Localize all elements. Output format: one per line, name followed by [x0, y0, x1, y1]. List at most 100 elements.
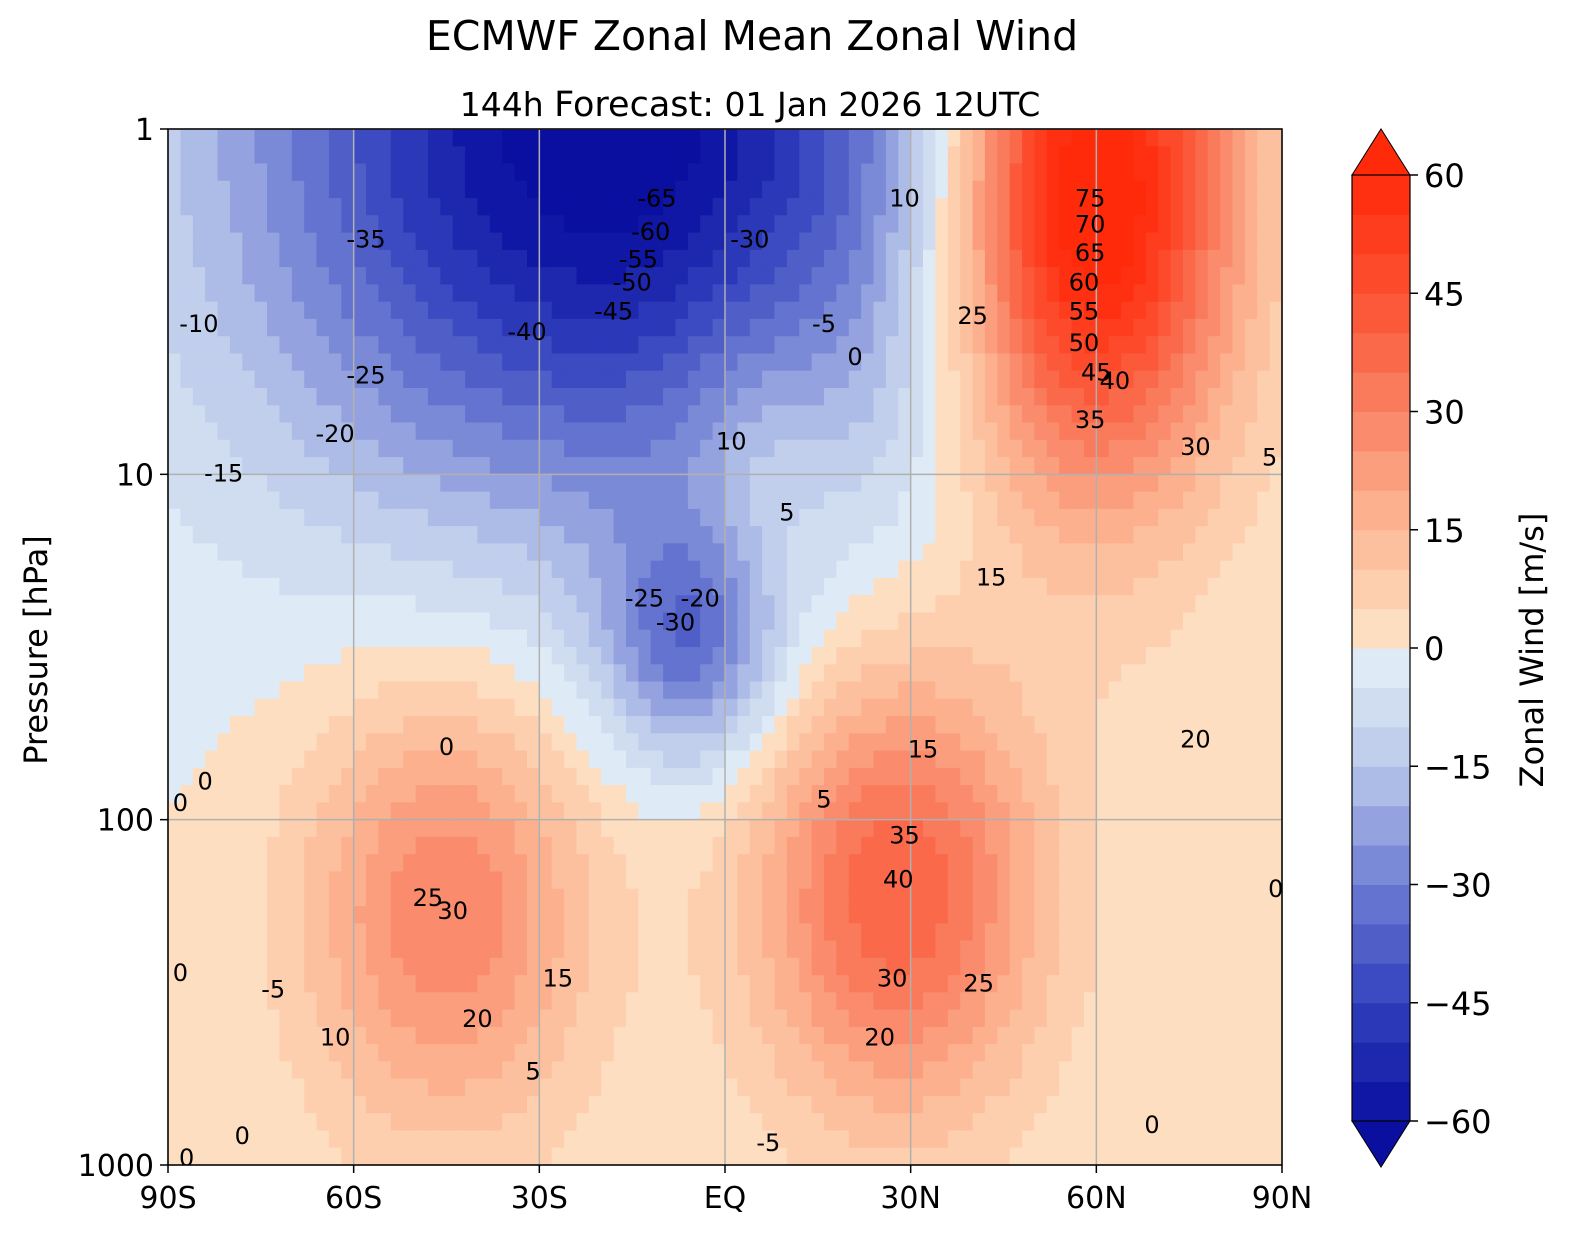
field-cell — [452, 543, 466, 562]
field-cell — [824, 647, 837, 665]
field-cell — [539, 474, 553, 493]
field-cell — [267, 767, 280, 786]
field-cell — [1133, 1044, 1147, 1062]
field-cell — [205, 491, 219, 510]
field-cell — [1084, 577, 1097, 596]
field-cell — [675, 698, 689, 717]
field-cell — [885, 716, 899, 734]
field-cell — [997, 888, 1011, 907]
field-cell — [378, 526, 392, 544]
field-cell — [254, 577, 268, 596]
field-cell — [304, 767, 318, 786]
field-cell — [229, 767, 243, 786]
field-cell — [1084, 180, 1097, 199]
field-cell — [774, 353, 788, 372]
field-cell — [1145, 508, 1159, 527]
field-cell — [1183, 975, 1196, 993]
field-cell — [898, 1095, 912, 1114]
field-cell — [551, 439, 565, 458]
field-cell — [279, 1044, 293, 1062]
field-cell — [1133, 1078, 1147, 1097]
field-cell — [1059, 1061, 1073, 1080]
field-cell — [564, 249, 578, 268]
field-cell — [1133, 836, 1147, 855]
field-cell — [774, 457, 788, 475]
field-cell — [1022, 957, 1036, 976]
field-cell — [786, 940, 800, 959]
field-cell — [1108, 1026, 1122, 1045]
field-cell — [291, 249, 305, 268]
field-cell — [366, 819, 379, 838]
field-cell — [267, 508, 280, 527]
field-cell — [1195, 198, 1209, 216]
field-cell — [638, 301, 652, 320]
field-cell — [1170, 716, 1184, 734]
field-cell — [403, 318, 417, 337]
field-cell — [972, 526, 986, 544]
field-cell — [229, 975, 243, 993]
field-cell — [601, 198, 615, 216]
field-cell — [527, 1113, 540, 1132]
field-cell — [613, 422, 627, 441]
field-cell — [1096, 854, 1110, 873]
field-cell — [1059, 249, 1073, 268]
field-cell — [786, 888, 800, 907]
field-cell — [378, 1061, 392, 1080]
field-cell — [390, 957, 404, 976]
field-cell — [229, 940, 243, 959]
field-cell — [539, 284, 553, 303]
field-cell — [1009, 422, 1023, 441]
field-cell — [984, 1147, 998, 1165]
field-cell — [848, 767, 862, 786]
field-cell — [366, 940, 379, 959]
field-cell — [923, 906, 936, 924]
field-cell — [192, 491, 206, 510]
field-cell — [242, 1095, 256, 1114]
field-cell — [935, 215, 949, 234]
field-cell — [1145, 992, 1159, 1011]
field-cell — [861, 1130, 875, 1149]
field-cell — [366, 198, 379, 216]
field-cell — [799, 733, 813, 752]
field-cell — [1158, 146, 1172, 165]
field-cell — [378, 750, 392, 769]
field-cell — [687, 405, 701, 424]
field-cell — [1034, 681, 1048, 700]
field-cell — [601, 992, 615, 1011]
field-cell — [725, 923, 738, 942]
field-cell — [873, 698, 887, 717]
field-cell — [687, 785, 701, 803]
field-cell — [217, 284, 231, 303]
field-cell — [304, 163, 318, 182]
field-cell — [378, 353, 392, 372]
field-cell — [650, 163, 664, 182]
field-cell — [427, 750, 441, 769]
field-cell — [749, 1113, 763, 1132]
field-cell — [267, 836, 280, 855]
field-cell — [935, 750, 949, 769]
field-cell — [910, 906, 924, 924]
field-cell — [551, 836, 565, 855]
field-cell — [242, 422, 256, 441]
field-cell — [898, 1061, 912, 1080]
field-cell — [465, 733, 479, 752]
field-cell — [1071, 785, 1085, 803]
field-cell — [910, 508, 924, 527]
field-cell — [1022, 698, 1036, 717]
field-cell — [1183, 698, 1196, 717]
field-cell — [452, 318, 466, 337]
field-cell — [1009, 785, 1023, 803]
field-cell — [935, 180, 949, 199]
field-cell — [390, 457, 404, 475]
field-cell — [935, 836, 949, 855]
field-cell — [1145, 388, 1159, 406]
field-cell — [551, 353, 565, 372]
field-cell — [737, 249, 751, 268]
field-cell — [650, 612, 664, 631]
field-cell — [415, 595, 429, 614]
field-cell — [749, 353, 763, 372]
field-cell — [762, 249, 776, 268]
field-cell — [576, 750, 590, 769]
field-cell — [984, 802, 998, 821]
field-cell — [675, 992, 689, 1011]
